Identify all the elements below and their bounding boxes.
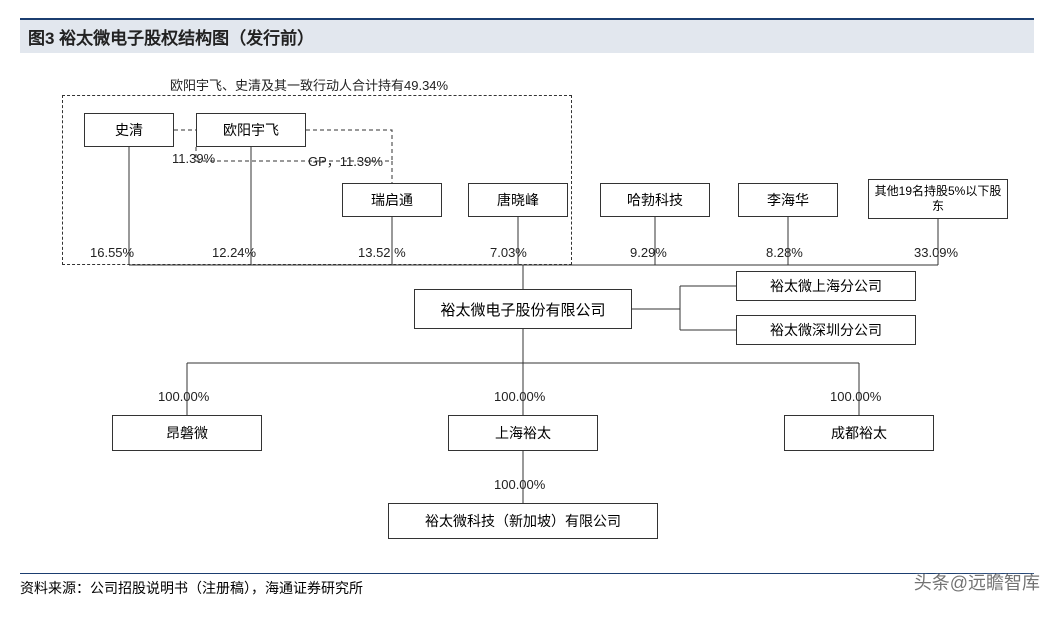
source-line: 资料来源：公司招股说明书（注册稿），海通证券研究所 [20, 573, 1034, 598]
figure-title: 图3 裕太微电子股权结构图（发行前） [20, 18, 1034, 53]
connectors [20, 53, 1034, 573]
diagram-canvas: 欧阳宇飞、史清及其一致行动人合计持有49.34% 史清 欧阳宇飞 瑞启通 唐晓峰… [20, 53, 1034, 573]
